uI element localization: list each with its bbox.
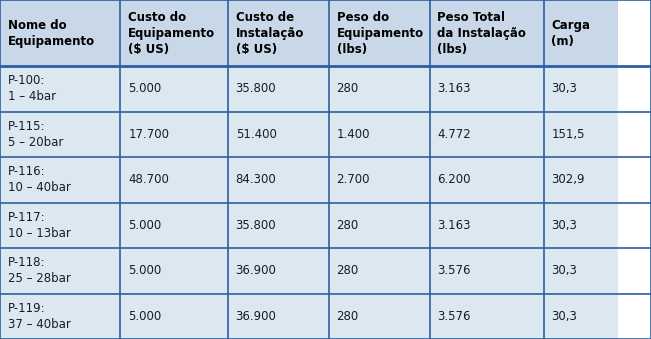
Text: 36.900: 36.900	[236, 264, 277, 277]
Bar	[430, 66, 544, 112]
Bar	[544, 294, 618, 339]
Bar	[430, 294, 544, 339]
Bar	[120, 248, 228, 294]
Text: 6.200: 6.200	[437, 173, 471, 186]
Text: P-100:
1 – 4bar: P-100: 1 – 4bar	[8, 74, 56, 103]
Bar	[228, 203, 329, 248]
Bar	[228, 112, 329, 157]
Text: 3.576: 3.576	[437, 310, 471, 323]
Text: 3.163: 3.163	[437, 82, 471, 95]
Bar	[544, 157, 618, 203]
Text: 30,3: 30,3	[551, 82, 577, 95]
Text: 35.800: 35.800	[236, 219, 276, 232]
Text: 35.800: 35.800	[236, 82, 276, 95]
Text: 5.000: 5.000	[128, 219, 161, 232]
Bar	[544, 248, 618, 294]
Text: 5.000: 5.000	[128, 264, 161, 277]
Bar	[120, 0, 228, 66]
Bar	[120, 294, 228, 339]
Text: 151,5: 151,5	[551, 128, 585, 141]
Text: 302,9: 302,9	[551, 173, 585, 186]
Bar	[430, 203, 544, 248]
Bar	[0, 112, 120, 157]
Bar	[329, 112, 430, 157]
Text: P-117:
10 – 13bar: P-117: 10 – 13bar	[8, 211, 71, 240]
Bar	[120, 203, 228, 248]
Text: 30,3: 30,3	[551, 219, 577, 232]
Text: 30,3: 30,3	[551, 264, 577, 277]
Bar	[544, 112, 618, 157]
Bar	[228, 66, 329, 112]
Bar	[0, 248, 120, 294]
Bar	[329, 157, 430, 203]
Bar	[228, 0, 329, 66]
Text: Custo do
Equipamento
($ US): Custo do Equipamento ($ US)	[128, 11, 215, 56]
Bar	[544, 66, 618, 112]
Text: 1.400: 1.400	[337, 128, 370, 141]
Bar	[544, 203, 618, 248]
Bar	[329, 66, 430, 112]
Text: P-116:
10 – 40bar: P-116: 10 – 40bar	[8, 165, 71, 194]
Text: Custo de
Instalação
($ US): Custo de Instalação ($ US)	[236, 11, 304, 56]
Text: 280: 280	[337, 219, 359, 232]
Bar	[0, 0, 120, 66]
Text: 280: 280	[337, 82, 359, 95]
Text: 280: 280	[337, 264, 359, 277]
Text: 84.300: 84.300	[236, 173, 277, 186]
Bar	[430, 0, 544, 66]
Bar	[329, 203, 430, 248]
Text: 48.700: 48.700	[128, 173, 169, 186]
Bar	[228, 157, 329, 203]
Bar	[430, 248, 544, 294]
Bar	[0, 294, 120, 339]
Text: 3.576: 3.576	[437, 264, 471, 277]
Bar	[430, 157, 544, 203]
Bar	[120, 112, 228, 157]
Text: P-119:
37 – 40bar: P-119: 37 – 40bar	[8, 302, 71, 331]
Bar	[120, 66, 228, 112]
Bar	[0, 203, 120, 248]
Text: 5.000: 5.000	[128, 82, 161, 95]
Bar	[0, 157, 120, 203]
Bar	[120, 157, 228, 203]
Text: 4.772: 4.772	[437, 128, 471, 141]
Bar	[329, 248, 430, 294]
Text: Carga
(m): Carga (m)	[551, 19, 590, 47]
Bar	[0, 66, 120, 112]
Text: Peso Total
da Instalação
(lbs): Peso Total da Instalação (lbs)	[437, 11, 527, 56]
Text: 280: 280	[337, 310, 359, 323]
Bar	[329, 294, 430, 339]
Text: Peso do
Equipamento
(lbs): Peso do Equipamento (lbs)	[337, 11, 424, 56]
Text: 51.400: 51.400	[236, 128, 277, 141]
Bar	[228, 294, 329, 339]
Bar	[544, 0, 618, 66]
Bar	[430, 112, 544, 157]
Bar	[228, 248, 329, 294]
Text: 17.700: 17.700	[128, 128, 169, 141]
Text: 36.900: 36.900	[236, 310, 277, 323]
Text: 3.163: 3.163	[437, 219, 471, 232]
Text: P-118:
25 – 28bar: P-118: 25 – 28bar	[8, 256, 71, 285]
Bar	[329, 0, 430, 66]
Text: 30,3: 30,3	[551, 310, 577, 323]
Text: 5.000: 5.000	[128, 310, 161, 323]
Text: P-115:
5 – 20bar: P-115: 5 – 20bar	[8, 120, 63, 149]
Text: Nome do
Equipamento: Nome do Equipamento	[8, 19, 95, 47]
Text: 2.700: 2.700	[337, 173, 370, 186]
